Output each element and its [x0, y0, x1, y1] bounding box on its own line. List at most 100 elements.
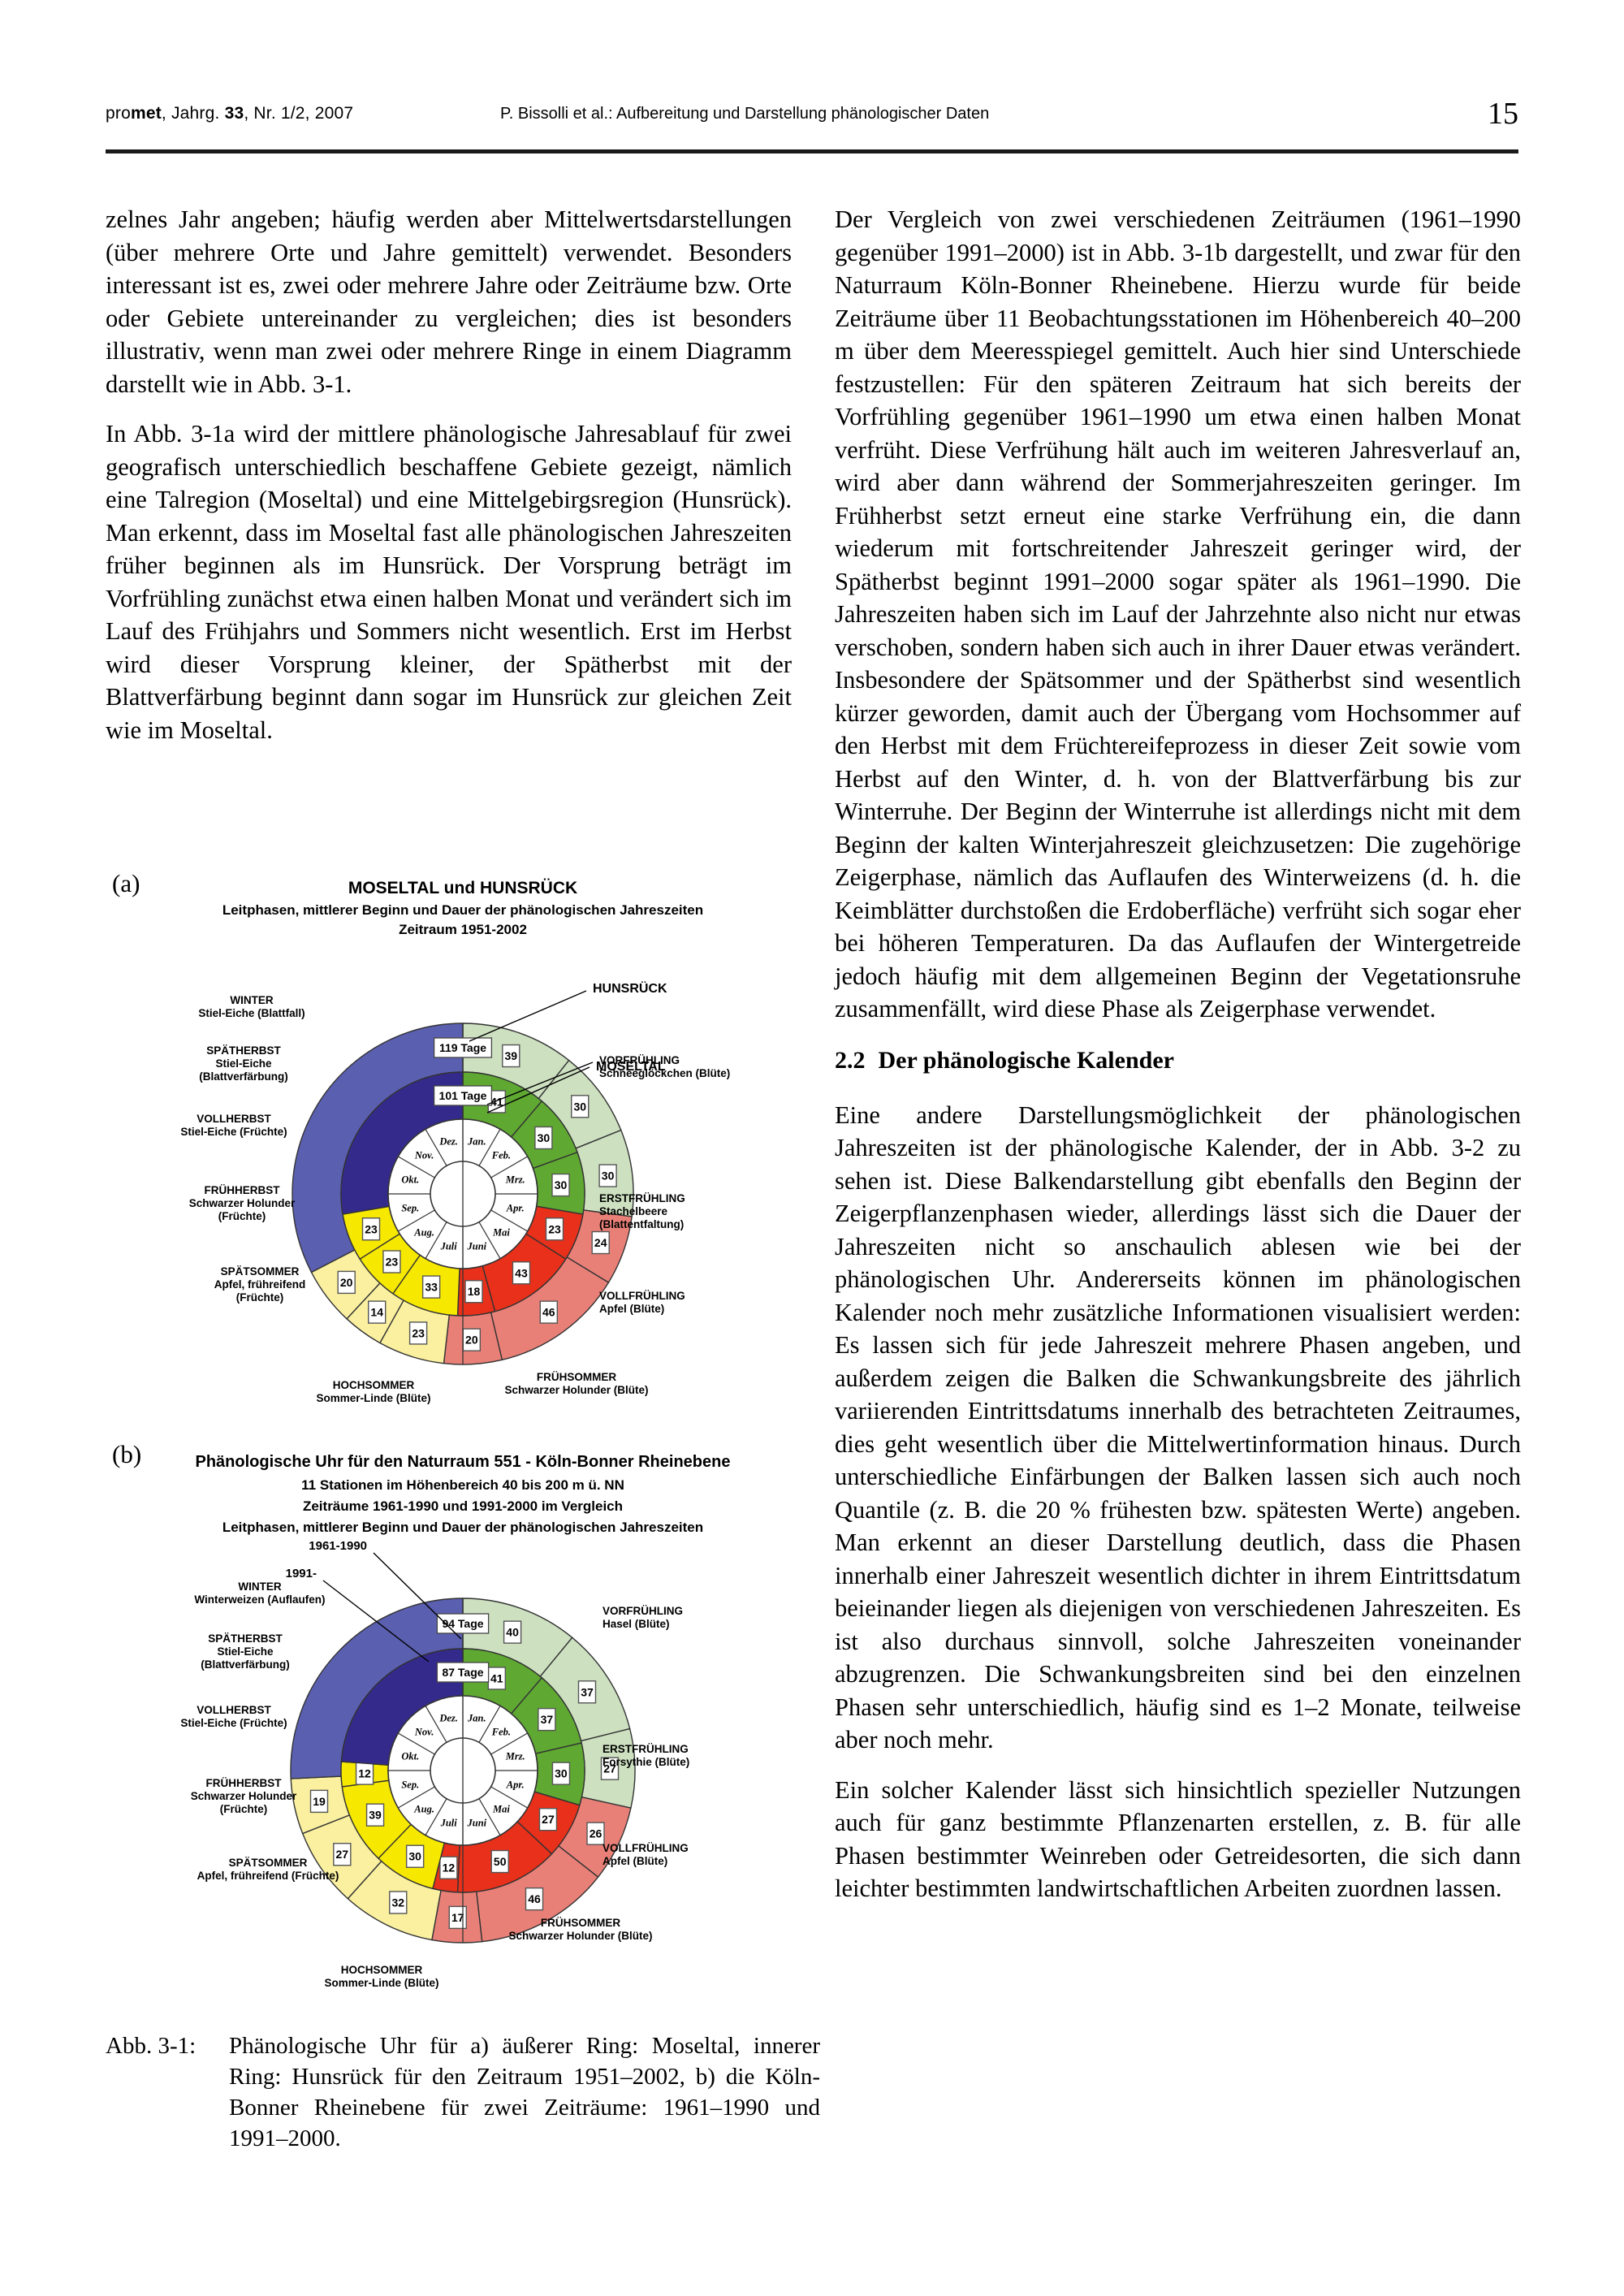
- svg-text:Stiel-Eiche (Blattfall): Stiel-Eiche (Blattfall): [198, 1007, 304, 1019]
- svg-text:30: 30: [555, 1767, 568, 1780]
- svg-text:Mrz.: Mrz.: [505, 1174, 525, 1186]
- svg-text:46: 46: [528, 1892, 541, 1905]
- svg-text:18: 18: [468, 1285, 481, 1298]
- svg-text:Nov.: Nov.: [414, 1727, 434, 1738]
- svg-text:SPÄTHERBST: SPÄTHERBST: [208, 1632, 283, 1645]
- svg-text:VOLLHERBST: VOLLHERBST: [197, 1704, 271, 1716]
- svg-text:23: 23: [412, 1326, 425, 1339]
- svg-text:46: 46: [542, 1306, 555, 1319]
- phenological-clock-b: Phänologische Uhr für den Naturraum 551 …: [180, 1453, 731, 1989]
- svg-text:Stiel-Eiche (Früchte): Stiel-Eiche (Früchte): [180, 1717, 287, 1729]
- svg-text:Zeitraum 1951-2002: Zeitraum 1951-2002: [399, 922, 527, 937]
- svg-text:30: 30: [538, 1131, 551, 1144]
- svg-text:101 Tage: 101 Tage: [439, 1089, 487, 1102]
- svg-text:Juli: Juli: [440, 1241, 458, 1252]
- svg-text:Juli: Juli: [440, 1818, 458, 1829]
- svg-text:19: 19: [313, 1795, 326, 1808]
- svg-text:Jan.: Jan.: [467, 1135, 486, 1147]
- svg-text:50: 50: [494, 1855, 507, 1868]
- svg-text:Winterweizen (Auflaufen): Winterweizen (Auflaufen): [194, 1593, 325, 1606]
- svg-text:23: 23: [548, 1222, 561, 1235]
- paragraph-r2: Eine andere Darstellungsmöglichkeit der …: [835, 1100, 1521, 1754]
- svg-text:Schwarzer Holunder: Schwarzer Holunder: [191, 1790, 297, 1802]
- svg-text:Phänologische Uhr für den Natu: Phänologische Uhr für den Naturraum 551 …: [196, 1453, 731, 1471]
- svg-text:Sommer-Linde (Blüte): Sommer-Linde (Blüte): [324, 1977, 438, 1989]
- header-rule: [106, 149, 1518, 153]
- svg-text:MOSELTAL und HUNSRÜCK: MOSELTAL und HUNSRÜCK: [348, 879, 577, 897]
- svg-text:Dez.: Dez.: [438, 1135, 458, 1147]
- svg-text:VORFRÜHLING: VORFRÜHLING: [603, 1605, 683, 1617]
- svg-text:14: 14: [370, 1306, 383, 1319]
- svg-text:VORFRÜHLING: VORFRÜHLING: [599, 1054, 680, 1066]
- svg-text:FRÜHSOMMER: FRÜHSOMMER: [537, 1371, 616, 1383]
- svg-text:24: 24: [594, 1236, 607, 1249]
- svg-text:11 Stationen im Höhenbereich 4: 11 Stationen im Höhenbereich 40 bis 200 …: [301, 1477, 624, 1493]
- svg-text:Apfel, frühreifend: Apfel, frühreifend: [214, 1278, 306, 1291]
- svg-text:VOLLFRÜHLING: VOLLFRÜHLING: [603, 1842, 689, 1854]
- svg-text:Sep.: Sep.: [401, 1202, 419, 1213]
- svg-text:(Früchte): (Früchte): [220, 1803, 268, 1815]
- svg-text:Stachelbeere: Stachelbeere: [599, 1205, 668, 1217]
- svg-text:ERSTFRÜHLING: ERSTFRÜHLING: [603, 1743, 689, 1755]
- figure-caption: Abb. 3-1: Phänologische Uhr für a) äußer…: [106, 2030, 820, 2154]
- svg-text:39: 39: [505, 1049, 518, 1062]
- panel-b-letter: (b): [112, 1440, 142, 1468]
- svg-text:Leitphasen, mittlerer Beginn u: Leitphasen, mittlerer Beginn und Dauer d…: [222, 902, 703, 918]
- svg-text:32: 32: [391, 1896, 404, 1909]
- svg-text:Stiel-Eiche: Stiel-Eiche: [215, 1057, 272, 1070]
- svg-text:26: 26: [590, 1827, 603, 1840]
- right-column: Der Vergleich von zwei verschiedenen Zei…: [835, 203, 1521, 1905]
- svg-text:23: 23: [365, 1222, 378, 1235]
- svg-text:Aug.: Aug.: [413, 1226, 434, 1238]
- svg-text:40: 40: [506, 1626, 519, 1639]
- svg-text:37: 37: [541, 1713, 554, 1726]
- panel-a-letter: (a): [112, 869, 140, 897]
- svg-text:Zeiträume 1961-1990 und 1991-2: Zeiträume 1961-1990 und 1991-2000 im Ver…: [303, 1498, 623, 1514]
- svg-text:43: 43: [515, 1266, 528, 1279]
- svg-text:Sep.: Sep.: [401, 1779, 419, 1790]
- running-head: promet, Jahrg. 33, Nr. 1/2, 2007 P. Biss…: [106, 97, 1518, 146]
- svg-text:(Blattverfärbung): (Blattverfärbung): [201, 1658, 290, 1671]
- svg-text:WINTER: WINTER: [238, 1580, 281, 1593]
- svg-text:1961-1990: 1961-1990: [309, 1539, 367, 1553]
- svg-text:Stiel-Eiche (Früchte): Stiel-Eiche (Früchte): [180, 1126, 287, 1138]
- svg-text:FRÜHHERBST: FRÜHHERBST: [206, 1777, 283, 1789]
- svg-text:Feb.: Feb.: [491, 1727, 511, 1738]
- left-column: zelnes Jahr angeben; häufig werden aber …: [106, 203, 792, 763]
- svg-text:30: 30: [408, 1850, 421, 1863]
- svg-text:41: 41: [490, 1095, 503, 1108]
- paragraph-r3: Ein solcher Kalender lässt sich hinsicht…: [835, 1775, 1521, 1903]
- svg-text:Mai: Mai: [492, 1803, 510, 1814]
- svg-text:20: 20: [340, 1276, 353, 1289]
- paragraph-l2: In Abb. 3-1a wird der mittlere phänologi…: [106, 420, 792, 744]
- svg-text:Okt.: Okt.: [401, 1174, 419, 1186]
- svg-text:30: 30: [555, 1178, 568, 1191]
- journal-reference: promet, Jahrg. 33, Nr. 1/2, 2007: [106, 104, 354, 123]
- section-number: 2.2: [835, 1046, 866, 1074]
- caption-label: Abb. 3-1:: [106, 2033, 197, 2059]
- svg-text:Hasel (Blüte): Hasel (Blüte): [603, 1618, 670, 1630]
- svg-text:119 Tage: 119 Tage: [439, 1041, 486, 1054]
- svg-text:41: 41: [490, 1671, 503, 1684]
- section-title: Der phänologische Kalender: [878, 1046, 1174, 1074]
- paragraph-l1: zelnes Jahr angeben; häufig werden aber …: [106, 205, 792, 398]
- svg-text:Nov.: Nov.: [414, 1150, 434, 1161]
- svg-text:23: 23: [386, 1256, 399, 1269]
- svg-text:Juni: Juni: [467, 1241, 487, 1252]
- svg-text:27: 27: [603, 1762, 616, 1775]
- svg-text:Schwarzer Holunder (Blüte): Schwarzer Holunder (Blüte): [508, 1930, 652, 1942]
- svg-text:20: 20: [465, 1334, 478, 1347]
- svg-text:94 Tage: 94 Tage: [442, 1617, 483, 1630]
- figure-3-1: (a) (b) MOSELTAL und HUNSRÜCK Leitphasen,…: [106, 869, 820, 2022]
- svg-text:HOCHSOMMER: HOCHSOMMER: [333, 1379, 415, 1391]
- svg-text:ERSTFRÜHLING: ERSTFRÜHLING: [599, 1192, 685, 1204]
- svg-text:Apfel, frühreifend (Früchte): Apfel, frühreifend (Früchte): [197, 1870, 339, 1882]
- svg-text:30: 30: [602, 1170, 615, 1183]
- svg-text:27: 27: [336, 1848, 349, 1861]
- svg-text:SPÄTSOMMER: SPÄTSOMMER: [221, 1265, 300, 1278]
- svg-text:Dez.: Dez.: [438, 1712, 458, 1723]
- svg-text:Apfel (Blüte): Apfel (Blüte): [603, 1855, 667, 1867]
- svg-text:12: 12: [443, 1861, 456, 1874]
- article-title-head: P. Bissolli et al.: Aufbereitung und Dar…: [500, 105, 990, 123]
